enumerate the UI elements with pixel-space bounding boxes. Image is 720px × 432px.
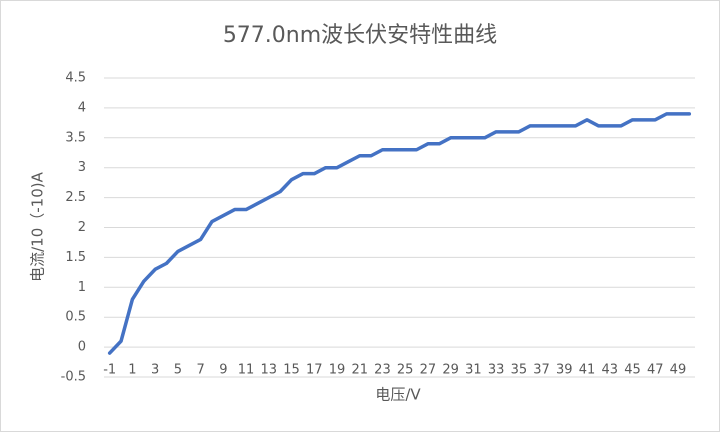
x-tick-label: 21 (351, 363, 368, 378)
x-tick-label: -1 (103, 363, 116, 378)
y-axis-label: 电流/10（-10)A (29, 171, 47, 281)
data-line (107, 112, 692, 355)
x-tick-label: 1 (128, 363, 136, 378)
y-tick-label: 3 (78, 160, 86, 175)
y-tick-label: 0.5 (65, 310, 86, 325)
x-tick-label: 25 (397, 363, 414, 378)
x-tick-label: 47 (647, 363, 664, 378)
y-tick-label: 4 (78, 100, 86, 115)
x-tick-label: 19 (329, 363, 346, 378)
y-tick-label: 4.5 (65, 71, 86, 86)
x-tick-label: 17 (306, 363, 323, 378)
y-tick-label: 3.5 (65, 130, 86, 145)
x-tick-label: 43 (601, 363, 618, 378)
x-tick-label: 41 (579, 363, 596, 378)
x-tick-label: 29 (442, 363, 459, 378)
x-tick-label: 31 (465, 363, 482, 378)
x-tick-label: 3 (151, 363, 159, 378)
x-tick-label: 35 (511, 363, 528, 378)
y-tick-label: 1 (78, 280, 86, 295)
y-tick-label: 2.5 (65, 190, 86, 205)
x-tick-label: 37 (533, 363, 550, 378)
x-tick-label: 23 (374, 363, 391, 378)
x-tick-label: 9 (219, 363, 227, 378)
x-tick-label: 27 (420, 363, 437, 378)
y-tick-label: -0.5 (61, 370, 86, 385)
x-tick-label: 11 (238, 363, 255, 378)
x-tick-label: 49 (670, 363, 687, 378)
x-tick-label: 15 (283, 363, 300, 378)
y-tick-label: 1.5 (65, 250, 86, 265)
y-tick-label: 2 (78, 220, 86, 235)
x-tick-label: 13 (261, 363, 278, 378)
x-tick-label: 5 (174, 363, 182, 378)
x-axis-label: 电压/V (375, 386, 421, 404)
y-tick-label: 0 (78, 340, 86, 355)
x-tick-label: 7 (196, 363, 204, 378)
x-tick-label: 39 (556, 363, 573, 378)
chart-title: 577.0nm波长伏安特性曲线 (223, 23, 497, 48)
x-tick-label: 45 (624, 363, 641, 378)
x-tick-label: 33 (488, 363, 505, 378)
